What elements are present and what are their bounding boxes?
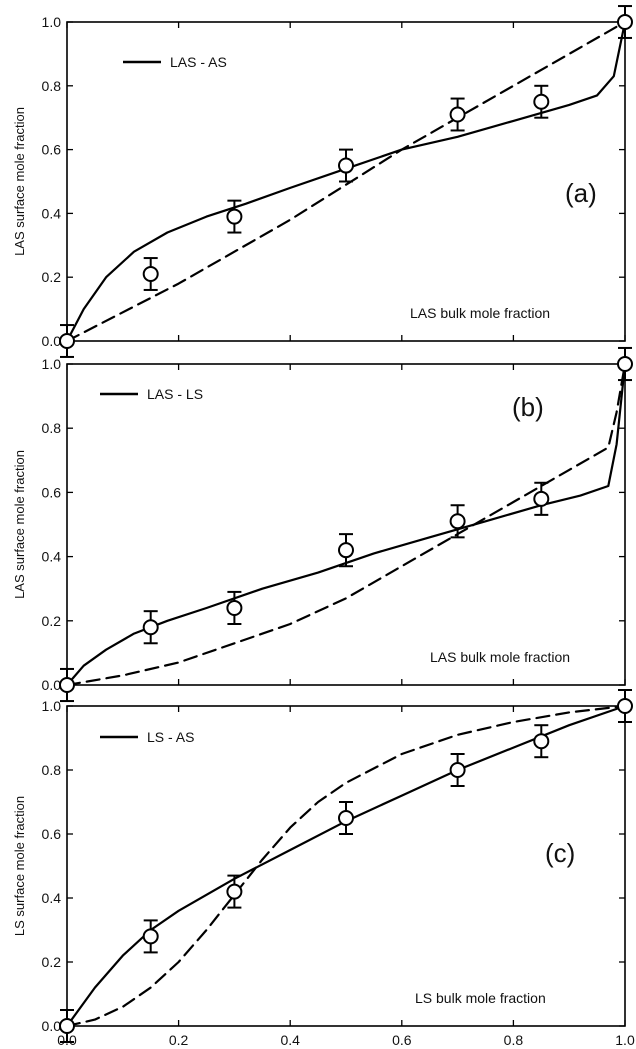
y-tick-label: 1.0 xyxy=(42,14,62,30)
x-tick-label: 0.8 xyxy=(504,1032,524,1048)
experimental-points xyxy=(59,5,633,358)
data-point xyxy=(533,724,550,759)
plot-frame xyxy=(66,21,626,342)
data-point xyxy=(226,199,243,234)
data-point xyxy=(449,753,466,787)
legend-label: LS - AS xyxy=(147,729,194,745)
data-point xyxy=(338,148,354,183)
dashed-curve xyxy=(65,20,627,343)
marker xyxy=(617,14,633,30)
marker xyxy=(59,333,75,349)
marker xyxy=(226,208,243,225)
experimental-points xyxy=(59,689,633,1043)
data-point xyxy=(338,801,354,835)
x-axis: 0.00.20.40.60.81.0 xyxy=(57,706,635,1048)
data-point xyxy=(142,919,159,954)
y-tick-label: 1.0 xyxy=(42,698,62,714)
x-tick-label: 0.4 xyxy=(280,1032,300,1048)
marker xyxy=(533,490,550,507)
y-axis-label: LAS surface mole fraction xyxy=(12,450,27,599)
data-point xyxy=(533,84,550,119)
marker xyxy=(617,698,633,714)
panel-a: 0.0 0.2 0.4 0.6 0.8 1.0 LAS - AS (a) LAS bulk… xyxy=(12,5,633,358)
marker xyxy=(142,928,159,945)
data-point xyxy=(59,1009,75,1043)
data-point xyxy=(617,346,633,382)
model-curves xyxy=(65,20,627,343)
data-point xyxy=(59,324,75,358)
marker xyxy=(449,762,466,778)
y-tick-label: 0.4 xyxy=(42,205,62,221)
model-curves xyxy=(65,704,627,1028)
data-point xyxy=(338,533,354,568)
marker xyxy=(59,677,75,693)
marker xyxy=(338,810,354,826)
x-tick-label: 0.2 xyxy=(169,1032,189,1048)
y-tick-label: 0.6 xyxy=(42,142,62,158)
marker xyxy=(226,883,243,900)
marker xyxy=(449,513,466,530)
y-axis: 0.0 0.2 0.4 0.6 0.8 1.0 xyxy=(42,698,625,1034)
plot-frame xyxy=(66,705,626,1027)
dashed-curve xyxy=(65,704,627,1028)
x-axis-label: LS bulk mole fraction xyxy=(415,990,546,1006)
x-tick-label: 0.6 xyxy=(392,1032,412,1048)
x-tick-label: 1.0 xyxy=(615,1032,635,1048)
y-tick-label: 0.2 xyxy=(42,954,62,970)
data-point xyxy=(449,97,466,132)
data-point xyxy=(617,689,633,723)
marker xyxy=(533,733,550,750)
y-tick-label: 0.8 xyxy=(42,420,62,436)
y-tick-label: 0.2 xyxy=(42,269,62,285)
panel-c: 0.0 0.2 0.4 0.6 0.8 1.0 0.0 0.2 0.4 0.6 0.8 1.0 LS… xyxy=(12,689,635,1048)
plot-frame xyxy=(66,363,626,686)
marker xyxy=(338,542,354,559)
experimental-points xyxy=(59,346,633,703)
data-point xyxy=(142,610,159,645)
marker xyxy=(226,599,243,616)
data-point xyxy=(226,874,243,909)
y-axis: 0.0 0.2 0.4 0.6 0.8 1.0 xyxy=(42,356,625,693)
x-axis-label: LAS bulk mole fraction xyxy=(430,649,570,665)
y-tick-label: 0.6 xyxy=(42,484,62,500)
panel-label: (b) xyxy=(512,392,544,422)
panel-label: (a) xyxy=(565,178,597,208)
y-tick-label: 0.4 xyxy=(42,549,62,565)
legend-label: LAS - AS xyxy=(170,54,227,70)
y-tick-label: 0.8 xyxy=(42,78,62,94)
y-tick-label: 1.0 xyxy=(42,356,62,372)
data-point xyxy=(449,504,466,539)
y-tick-label: 0.8 xyxy=(42,762,62,778)
data-point xyxy=(617,5,633,39)
marker xyxy=(617,356,633,372)
y-tick-label: 0.0 xyxy=(42,1018,62,1034)
y-tick-label: 0.0 xyxy=(42,333,62,349)
marker xyxy=(449,106,466,123)
x-axis-label: LAS bulk mole fraction xyxy=(410,305,550,321)
y-axis-label: LAS surface mole fraction xyxy=(12,107,27,256)
data-point xyxy=(533,481,550,516)
y-tick-label: 0.2 xyxy=(42,613,62,629)
y-tick-label: 0.4 xyxy=(42,890,62,906)
panel-b: 0.0 0.2 0.4 0.6 0.8 1.0 LAS - LS (b) LAS bulk… xyxy=(12,346,633,703)
solid-curve xyxy=(65,20,627,343)
panel-label: (c) xyxy=(545,838,575,868)
data-point xyxy=(59,667,75,703)
y-tick-label: 0.6 xyxy=(42,826,62,842)
dashed-curve xyxy=(65,362,627,687)
legend-label: LAS - LS xyxy=(147,386,203,402)
marker xyxy=(142,266,159,283)
y-tick-label: 0.0 xyxy=(42,677,62,693)
y-axis-label: LS surface mole fraction xyxy=(12,796,27,936)
y-axis: 0.0 0.2 0.4 0.6 0.8 1.0 xyxy=(42,14,625,349)
marker xyxy=(338,157,354,174)
data-point xyxy=(142,257,159,291)
marker xyxy=(142,619,159,636)
marker xyxy=(533,93,550,110)
data-point xyxy=(226,590,243,626)
marker xyxy=(59,1018,75,1034)
solid-curve xyxy=(65,704,627,1028)
